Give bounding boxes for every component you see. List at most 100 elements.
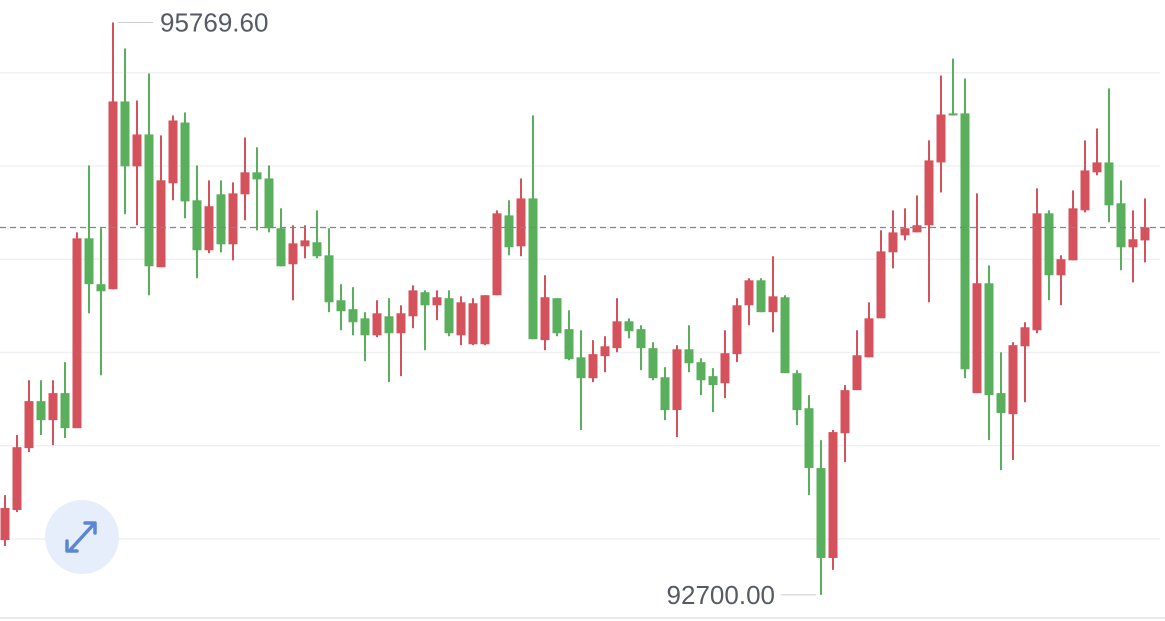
candle-body	[756, 280, 766, 313]
candle-body	[132, 134, 142, 167]
candle-body	[396, 313, 406, 334]
candle-body	[900, 228, 910, 236]
candle-body	[216, 194, 226, 245]
candle-body	[636, 329, 646, 349]
candle-body	[108, 101, 118, 290]
candle-body	[312, 242, 322, 257]
candle-body	[720, 353, 730, 384]
candle-body	[60, 393, 70, 429]
candle-body	[48, 393, 58, 421]
candle-body	[276, 228, 286, 267]
candle-body	[348, 309, 358, 323]
candle-body	[24, 401, 34, 449]
candle-body	[1080, 170, 1090, 211]
candle-body	[648, 348, 658, 379]
candle-body	[288, 243, 298, 265]
candle-body	[0, 507, 10, 541]
candle-body	[984, 283, 994, 396]
candle-body	[792, 373, 802, 411]
candle-body	[336, 300, 346, 312]
candle-body	[456, 302, 466, 336]
candle-body	[516, 198, 526, 247]
candle-body	[1104, 162, 1114, 206]
candle-body	[264, 178, 274, 229]
candle-body	[168, 120, 178, 184]
candle-body	[1128, 239, 1138, 248]
candle-body	[144, 134, 154, 267]
candle-body	[204, 206, 214, 251]
candle-body	[372, 313, 382, 336]
candle-body	[564, 329, 574, 360]
candle-body	[672, 349, 682, 411]
candle-body	[684, 349, 694, 364]
candle-body	[180, 122, 190, 202]
candle-body	[588, 354, 598, 379]
candle-body	[384, 316, 394, 334]
candle-body	[84, 238, 94, 285]
candle-body	[660, 377, 670, 411]
candle-body	[624, 321, 634, 332]
candle-body	[876, 251, 886, 319]
candle-body	[780, 297, 790, 374]
candle-body	[816, 468, 826, 558]
candle-body	[228, 193, 238, 245]
candle-body	[612, 321, 622, 349]
candle-body	[912, 225, 922, 233]
candle-body	[924, 160, 934, 226]
candle-body	[1068, 208, 1078, 261]
candle-body	[1140, 227, 1150, 241]
candle-body	[576, 357, 586, 379]
candle-body	[192, 200, 202, 251]
candle-body	[240, 172, 250, 195]
candle-body	[696, 362, 706, 381]
candle-body	[888, 232, 898, 253]
candle-body	[528, 198, 538, 340]
max-label: 95769.60	[160, 7, 268, 37]
candle-body	[540, 297, 550, 341]
candle-body	[840, 390, 850, 434]
candle-body	[708, 376, 718, 386]
candle-body	[996, 393, 1006, 414]
candle-body	[324, 255, 334, 303]
candle-body	[96, 284, 106, 292]
min-label: 92700.00	[667, 580, 775, 610]
candle-body	[120, 101, 130, 167]
candle-body	[72, 238, 82, 429]
candle-body	[1020, 327, 1030, 347]
candle-body	[804, 408, 814, 469]
candle-body	[480, 295, 490, 345]
expand-button[interactable]	[45, 500, 119, 574]
candle-body	[960, 113, 970, 370]
candle-body	[504, 215, 514, 248]
candle-body	[444, 298, 454, 334]
candle-body	[492, 213, 502, 296]
candle-body	[1116, 203, 1126, 248]
candle-body	[732, 305, 742, 355]
candle-body	[420, 292, 430, 306]
candle-body	[1008, 345, 1018, 415]
candle-body	[1056, 259, 1066, 276]
candle-body	[972, 283, 982, 394]
candle-body	[360, 318, 370, 336]
candle-body	[1092, 162, 1102, 173]
candle-body	[828, 432, 838, 558]
candle-body	[156, 180, 166, 268]
candle-body	[864, 318, 874, 358]
candle-body	[468, 303, 478, 345]
candle-body	[768, 296, 778, 313]
candle-body	[300, 240, 310, 247]
expand-icon[interactable]	[65, 521, 97, 553]
candle-body	[1044, 213, 1054, 276]
candle-body	[1032, 213, 1042, 331]
candle-body	[600, 346, 610, 357]
candle-body	[852, 355, 862, 391]
candle-body	[36, 401, 46, 421]
candle-body	[408, 290, 418, 317]
candle-body	[936, 114, 946, 163]
candle-body	[12, 447, 22, 511]
candle-body	[252, 172, 262, 180]
candle-body	[948, 113, 958, 116]
candle-body	[432, 297, 442, 306]
